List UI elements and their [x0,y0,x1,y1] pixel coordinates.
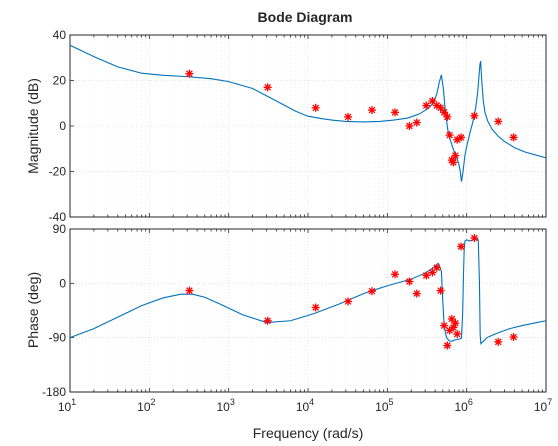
magnitude-measured-markers [185,69,518,167]
x-tick-label: 104 [296,397,314,414]
x-tick-label: 105 [375,397,393,414]
x-tick-label: 106 [454,397,472,414]
measured-point [391,108,400,117]
measured-point [422,101,431,110]
phase-panel: -180 -90 0 90 Phase (deg) [25,222,547,399]
y-tick-label: 0 [59,276,66,290]
measured-point [344,297,353,306]
y-tick-label: 20 [53,74,67,88]
measured-point [405,277,414,286]
magnitude-y-ticks: -40 -20 0 20 40 [49,28,67,224]
measured-point [440,108,449,117]
measured-point [367,106,376,115]
measured-point [445,131,454,140]
measured-point [311,103,320,112]
measured-point [436,286,445,295]
magnitude-panel: -40 -20 0 20 40 Magnitude (dB) [25,28,547,224]
measured-point [494,117,503,126]
measured-point [443,112,452,121]
measured-point [432,263,441,272]
y-tick-label: 90 [53,222,67,236]
x-tick-label: 107 [534,397,552,414]
chart-title: Bode Diagram [258,9,353,25]
measured-point [451,319,460,328]
measured-point [412,118,421,127]
y-tick-label: 40 [53,28,67,42]
measured-point [405,122,414,130]
measured-point [457,242,466,251]
measured-point [449,158,458,167]
measured-point [185,286,194,295]
measured-point [367,287,376,296]
measured-point [391,270,400,279]
measured-point [451,151,460,160]
measured-point [470,111,479,120]
phase-y-ticks: -180 -90 0 90 [42,222,66,399]
measured-point [494,337,503,346]
measured-point [509,133,518,142]
measured-point [185,69,194,78]
x-tick-label: 101 [58,397,76,414]
measured-point [443,341,452,350]
y-tick-label: -20 [49,165,67,179]
frequency-tick-labels: 101 102 103 104 105 106 107 [58,397,552,414]
y-tick-label: -40 [49,210,67,224]
measured-point [453,330,462,339]
magnitude-axis-label: Magnitude (dB) [25,78,41,174]
y-tick-label: 0 [59,119,66,133]
y-tick-label: -180 [42,385,66,399]
phase-grid [69,228,547,393]
phase-model-line [69,237,547,345]
measured-point [457,133,466,142]
measured-point [311,303,320,312]
measured-point [428,96,437,105]
magnitude-grid [69,34,547,218]
measured-point [422,271,431,280]
frequency-axis-label: Frequency (rad/s) [253,425,363,441]
x-tick-label: 103 [216,397,234,414]
x-tick-label: 102 [137,397,155,414]
measured-point [470,234,479,243]
measured-point [440,321,449,330]
measured-point [344,112,353,121]
measured-point [263,83,272,92]
measured-point [263,316,272,325]
measured-point [436,103,445,112]
measured-point [509,333,518,342]
phase-measured-markers [185,234,518,350]
phase-axis-label: Phase (deg) [25,272,41,348]
y-tick-label: -90 [49,331,67,345]
measured-point [412,289,421,298]
